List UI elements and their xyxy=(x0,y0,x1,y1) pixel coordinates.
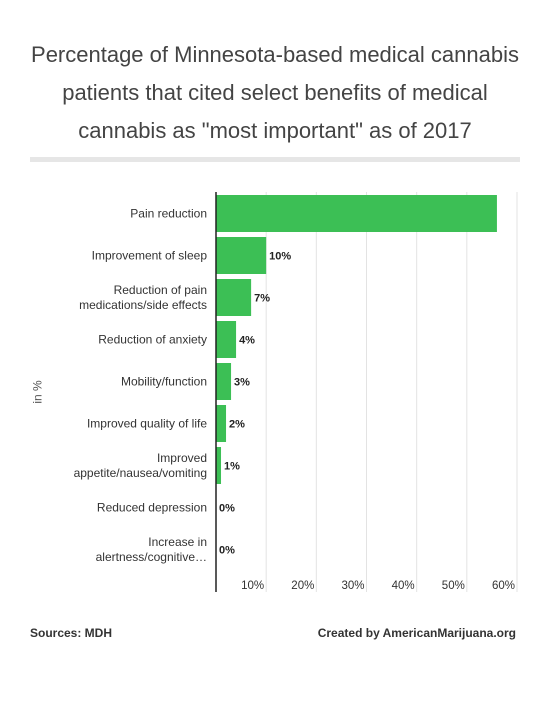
x-tick-label: 20% xyxy=(291,580,314,592)
chart-title: Percentage of Minnesota-based medical ca… xyxy=(31,42,519,143)
credit-note: Created by AmericanMarijuana.org xyxy=(317,626,516,640)
category-label: Improved quality of life xyxy=(87,417,207,431)
value-label: 3% xyxy=(234,377,250,389)
category-label: Reduced depression xyxy=(97,501,207,515)
value-label: 0% xyxy=(219,545,235,557)
category-label: Improvement of sleep xyxy=(92,249,208,263)
category-label: Pain reduction xyxy=(130,207,207,221)
x-tick-label: 50% xyxy=(442,580,465,592)
value-label: 0% xyxy=(219,503,235,515)
value-label: 7% xyxy=(254,293,270,305)
x-tick-label: 40% xyxy=(392,580,415,592)
bar xyxy=(216,279,252,316)
source-note: Sources: MDH xyxy=(30,626,113,640)
bar xyxy=(216,195,497,232)
x-tick-label: 30% xyxy=(341,580,364,592)
bars xyxy=(216,195,497,484)
x-tick-label: 60% xyxy=(492,580,515,592)
category-label: Increase in alertness/cognitive… xyxy=(96,535,207,564)
category-label: Reduction of anxiety xyxy=(98,333,207,347)
bar xyxy=(216,321,237,358)
value-label: 2% xyxy=(229,419,245,431)
value-label: 1% xyxy=(224,461,240,473)
category-label: Reduction of pain medications/side effect… xyxy=(79,283,207,312)
x-tick-label: 10% xyxy=(241,580,264,592)
title-divider xyxy=(30,157,520,162)
x-tick-labels: 10% 20% 30% 40% 50% 60% xyxy=(241,580,515,592)
value-labels: 10% 7% 4% 3% 2% 1% 0% 0% xyxy=(219,251,291,557)
gridlines xyxy=(265,192,518,592)
category-label: Improved appetite/nausea/vomiting xyxy=(74,451,207,480)
category-labels: Pain reduction Improvement of sleep Reduct… xyxy=(74,207,208,565)
value-label: 10% xyxy=(269,251,291,263)
value-label: 4% xyxy=(239,335,255,347)
bar xyxy=(216,363,232,400)
bar xyxy=(216,237,267,274)
category-label: Mobility/function xyxy=(121,375,207,389)
bar xyxy=(216,447,222,484)
bar xyxy=(216,405,227,442)
